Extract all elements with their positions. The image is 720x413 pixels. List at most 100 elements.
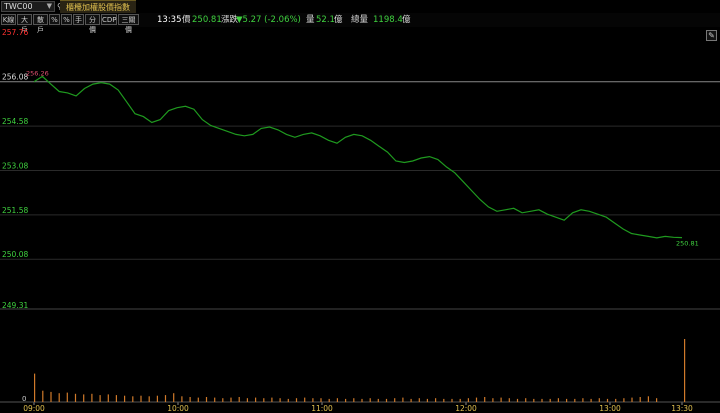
volume-bar	[83, 394, 85, 402]
volume-bar	[42, 390, 44, 402]
btn-big[interactable]: 大戶	[17, 14, 32, 34]
total-value: 1198.4	[373, 15, 403, 25]
total-unit: 億	[402, 15, 411, 25]
volume-bar	[369, 398, 371, 402]
volume-bar	[197, 397, 199, 402]
volume-bar	[271, 397, 273, 402]
btn-percent2[interactable]: %	[61, 14, 72, 25]
volume-bar	[320, 398, 322, 402]
volume-bar	[451, 398, 453, 403]
price-line	[33, 75, 683, 239]
volume-bar	[394, 398, 396, 402]
volume-bar	[418, 398, 420, 402]
volume-bar	[99, 395, 101, 402]
btn-cdp[interactable]: CDP	[101, 14, 117, 25]
volume-bar	[541, 398, 543, 403]
volume-bar	[246, 398, 248, 402]
volume-bar	[533, 398, 535, 403]
price-tick-label: 253.08	[2, 161, 28, 170]
symbol-text: TWC00	[4, 2, 33, 11]
volume-bar	[402, 397, 404, 402]
btn-lots[interactable]: 手	[73, 14, 84, 25]
price-value: 250.81	[192, 15, 222, 25]
btn-price-dist[interactable]: 分價	[85, 14, 100, 34]
volume-bar	[508, 398, 510, 402]
volume-bar	[525, 398, 527, 402]
volume-bar	[484, 397, 486, 402]
volume-bar	[173, 393, 175, 402]
volume-bar	[385, 398, 388, 403]
btn-three-levels[interactable]: 三關價	[118, 14, 139, 34]
volume-bar	[205, 397, 208, 402]
volume-bar	[263, 398, 265, 402]
volume-bar	[582, 398, 584, 402]
volume-bar	[566, 398, 568, 403]
volume-bar	[639, 397, 641, 402]
x-tick-label: 12:00	[455, 404, 477, 413]
volume-bar	[475, 397, 478, 402]
volume-bar	[279, 398, 281, 402]
x-tick-label: 13:00	[599, 404, 621, 413]
volume-bar	[590, 398, 592, 403]
volume-bar	[623, 398, 625, 402]
total-label: 總量	[351, 15, 369, 25]
chevron-down-icon[interactable]: ▼	[46, 2, 52, 10]
btn-percent1[interactable]: %	[49, 14, 60, 25]
change-label: 漲跌	[221, 15, 239, 25]
volume-bar	[132, 396, 134, 402]
volume-bar	[74, 393, 77, 402]
volume-bar	[222, 398, 224, 402]
volume-label: 量	[306, 15, 315, 25]
x-tick-label: 10:00	[167, 404, 189, 413]
volume-bar	[115, 395, 117, 402]
search-icon[interactable]: ⚲	[57, 1, 63, 12]
volume-bar	[181, 396, 183, 402]
volume-bar	[34, 373, 36, 402]
volume-bar	[50, 391, 52, 402]
intraday-chart[interactable]: 257.76 256.08 254.58 253.08 251.58 250.08 249.…	[0, 27, 720, 413]
volume-zero-label: 0	[22, 395, 26, 403]
price-tick-label: 251.58	[2, 206, 28, 215]
btn-retail[interactable]: 散戶	[33, 14, 48, 34]
volume-bar	[214, 397, 216, 402]
x-tick-label: 11:00	[311, 404, 333, 413]
volume-bar	[140, 395, 142, 402]
volume-value: 52.1	[316, 15, 335, 25]
volume-bar	[124, 395, 126, 402]
volume-bar	[606, 398, 609, 403]
volume-bar	[328, 398, 330, 403]
volume-bar	[345, 398, 347, 403]
volume-bar	[255, 397, 257, 402]
change-value: ▼5.27 (-2.06%)	[236, 15, 301, 25]
volume-bar	[647, 396, 649, 402]
volume-bar	[574, 398, 576, 403]
volume-bar	[361, 398, 363, 403]
x-tick-label: 13:30	[671, 404, 693, 413]
price-tick-label: 256.08	[2, 73, 28, 82]
volume-bar	[148, 396, 150, 402]
volume-bar	[459, 398, 461, 403]
x-tick-label: 09:00	[23, 404, 45, 413]
volume-bar	[353, 398, 355, 402]
quote-time: 13:35	[157, 15, 182, 25]
btn-kline[interactable]: K線	[1, 14, 16, 25]
pencil-icon[interactable]: ✎	[706, 30, 717, 41]
chart-toolbar: K線 大戶 散戶 % % 手 分價 CDP 三關價 13:35 價 250.81…	[0, 13, 720, 34]
volume-bar	[312, 398, 314, 402]
volume-bar	[304, 397, 306, 402]
price-max-label: 257.76	[2, 28, 28, 37]
top-toolbar: TWC00 ▼ ⚲ + 櫃檯加權股價指數	[0, 0, 720, 13]
volume-bar	[656, 398, 658, 402]
volume-bar	[410, 398, 412, 403]
volume-bar	[598, 398, 600, 402]
volume-bar	[435, 398, 437, 402]
symbol-select[interactable]: TWC00 ▼	[1, 1, 55, 12]
price-min-label: 249.31	[2, 301, 28, 310]
volume-bar	[549, 398, 551, 403]
high-annotation: 256.26	[26, 69, 49, 77]
volume-bar	[336, 398, 338, 402]
last-annotation: 250.81	[676, 240, 699, 248]
tab-index-title[interactable]: 櫃檯加權股價指數	[60, 0, 136, 13]
volume-bar	[615, 398, 617, 403]
volume-bar	[189, 397, 191, 402]
